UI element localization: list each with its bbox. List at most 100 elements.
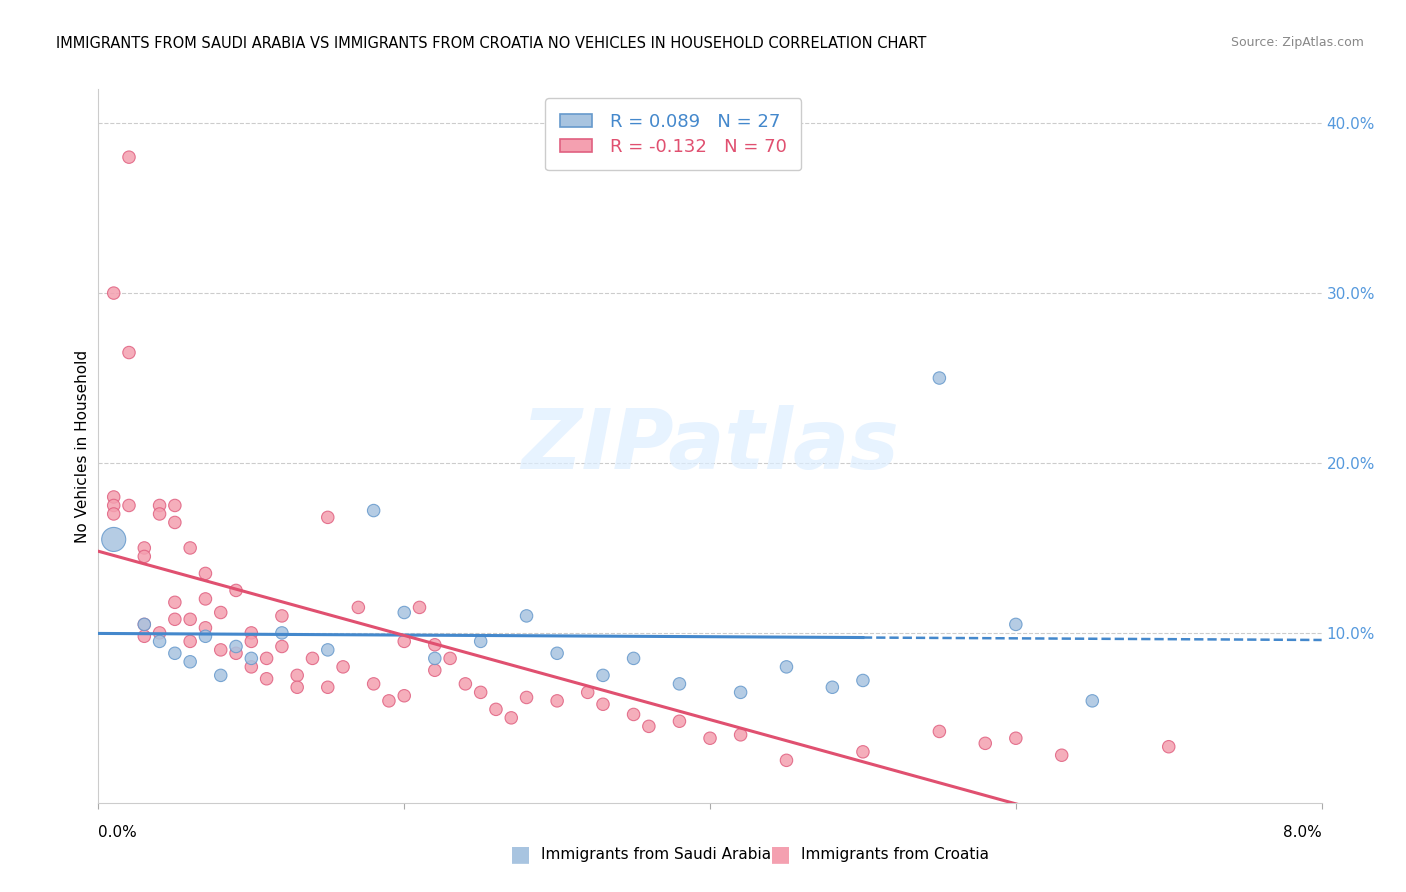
Point [285, 680, 308, 694]
Point [775, 660, 797, 674]
Point [225, 583, 247, 598]
Point [118, 150, 141, 164]
Point [149, 634, 172, 648]
Point [623, 651, 645, 665]
Point [194, 621, 217, 635]
Point [194, 566, 217, 581]
Point [439, 651, 461, 665]
Point [301, 651, 323, 665]
Point [392, 606, 416, 620]
Point [316, 643, 339, 657]
Point [699, 731, 721, 746]
Text: IMMIGRANTS FROM SAUDI ARABIA VS IMMIGRANTS FROM CROATIA NO VEHICLES IN HOUSEHOLD: IMMIGRANTS FROM SAUDI ARABIA VS IMMIGRAN… [56, 36, 927, 51]
Point [134, 629, 156, 643]
Point [256, 672, 278, 686]
Point [103, 507, 125, 521]
Point [316, 680, 339, 694]
Point [546, 646, 568, 660]
Point [270, 626, 294, 640]
Point [637, 719, 661, 733]
Point [974, 736, 997, 750]
Point [118, 499, 141, 513]
Point [928, 371, 950, 385]
Point [118, 345, 141, 359]
Point [470, 685, 492, 699]
Point [134, 617, 156, 632]
Point [240, 634, 263, 648]
Text: ZIPatlas: ZIPatlas [522, 406, 898, 486]
Point [270, 608, 294, 623]
Point [149, 507, 172, 521]
Point [1157, 739, 1180, 754]
Point [256, 651, 278, 665]
Point [149, 499, 172, 513]
Text: Immigrants from Croatia: Immigrants from Croatia [801, 847, 990, 862]
Point [392, 689, 416, 703]
Point [103, 533, 125, 547]
Text: ■: ■ [510, 845, 530, 864]
Text: 8.0%: 8.0% [1282, 825, 1322, 840]
Point [270, 640, 294, 654]
Text: ■: ■ [770, 845, 790, 864]
Point [516, 690, 538, 705]
Point [363, 677, 385, 691]
Point [576, 685, 599, 699]
Point [163, 595, 186, 609]
Point [103, 286, 125, 301]
Point [730, 685, 752, 699]
Point [163, 499, 186, 513]
Point [225, 640, 247, 654]
Point [134, 549, 156, 564]
Point [408, 600, 430, 615]
Point [240, 651, 263, 665]
Point [347, 600, 370, 615]
Point [209, 606, 232, 620]
Point [592, 698, 614, 712]
Point [134, 617, 156, 632]
Point [225, 646, 247, 660]
Point [546, 694, 568, 708]
Point [501, 711, 523, 725]
Point [194, 591, 217, 606]
Point [821, 680, 844, 694]
Point [852, 745, 875, 759]
Point [668, 677, 690, 691]
Point [179, 655, 201, 669]
Point [775, 753, 797, 767]
Point [179, 634, 201, 648]
Point [1081, 694, 1104, 708]
Point [316, 510, 339, 524]
Point [516, 608, 538, 623]
Point [179, 541, 201, 555]
Point [423, 651, 446, 665]
Point [194, 629, 217, 643]
Point [363, 503, 385, 517]
Point [209, 643, 232, 657]
Point [332, 660, 354, 674]
Point [470, 634, 492, 648]
Point [163, 646, 186, 660]
Point [163, 516, 186, 530]
Point [392, 634, 416, 648]
Point [423, 663, 446, 677]
Text: Source: ZipAtlas.com: Source: ZipAtlas.com [1230, 36, 1364, 49]
Point [928, 724, 950, 739]
Text: Immigrants from Saudi Arabia: Immigrants from Saudi Arabia [541, 847, 772, 862]
Point [668, 714, 690, 729]
Point [149, 626, 172, 640]
Point [485, 702, 508, 716]
Legend: R = 0.089   N = 27, R = -0.132   N = 70: R = 0.089 N = 27, R = -0.132 N = 70 [546, 98, 801, 170]
Point [103, 499, 125, 513]
Point [592, 668, 614, 682]
Point [285, 668, 308, 682]
Point [378, 694, 401, 708]
Point [730, 728, 752, 742]
Y-axis label: No Vehicles in Household: No Vehicles in Household [75, 350, 90, 542]
Point [209, 668, 232, 682]
Point [423, 638, 446, 652]
Point [454, 677, 477, 691]
Text: 0.0%: 0.0% [98, 825, 138, 840]
Point [134, 541, 156, 555]
Point [852, 673, 875, 688]
Point [1004, 731, 1026, 746]
